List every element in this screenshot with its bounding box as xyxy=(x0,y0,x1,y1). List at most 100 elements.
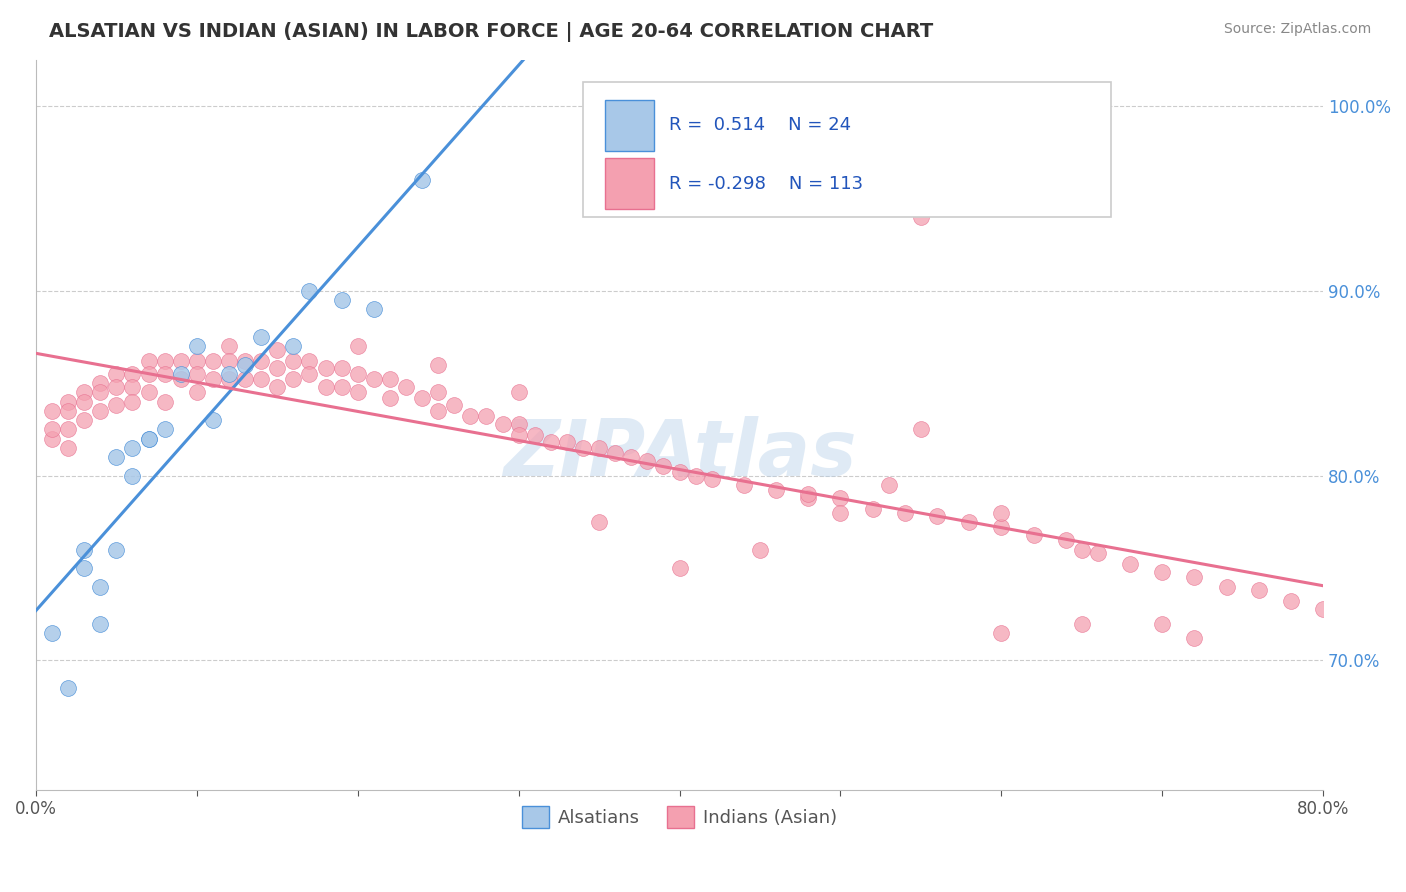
Legend: Alsatians, Indians (Asian): Alsatians, Indians (Asian) xyxy=(515,799,845,836)
Point xyxy=(700,472,723,486)
Point xyxy=(89,580,111,594)
Point xyxy=(89,376,111,391)
Point xyxy=(830,491,852,505)
Point xyxy=(620,450,643,464)
Point xyxy=(56,394,79,409)
Point xyxy=(491,417,513,431)
Point xyxy=(957,515,980,529)
Point xyxy=(266,361,288,376)
Point xyxy=(41,422,63,436)
Point xyxy=(346,367,368,381)
Point xyxy=(378,391,401,405)
Point xyxy=(540,435,562,450)
Point xyxy=(1247,583,1270,598)
Point xyxy=(138,432,160,446)
Point xyxy=(378,372,401,386)
Point xyxy=(283,339,305,353)
Point xyxy=(346,385,368,400)
Point xyxy=(233,372,256,386)
Point xyxy=(427,385,450,400)
Point xyxy=(105,450,128,464)
Point xyxy=(1184,632,1206,646)
Point xyxy=(73,394,96,409)
Point xyxy=(170,354,193,368)
Point xyxy=(1087,546,1109,560)
Point xyxy=(56,681,79,696)
Point xyxy=(685,468,707,483)
Point xyxy=(153,354,176,368)
Point xyxy=(153,367,176,381)
Point xyxy=(41,404,63,418)
Point xyxy=(1119,558,1142,572)
Point xyxy=(138,432,160,446)
Point xyxy=(73,385,96,400)
Point xyxy=(105,542,128,557)
Point xyxy=(89,616,111,631)
Point xyxy=(990,520,1012,534)
Point xyxy=(186,367,208,381)
Point xyxy=(170,372,193,386)
Point xyxy=(201,413,224,427)
Point xyxy=(1312,601,1334,615)
Point xyxy=(749,542,772,557)
Point xyxy=(250,330,273,344)
Point xyxy=(186,354,208,368)
Point xyxy=(218,367,240,381)
Point xyxy=(636,454,658,468)
Point xyxy=(73,542,96,557)
Point xyxy=(283,354,305,368)
Point xyxy=(733,478,755,492)
Point xyxy=(1070,616,1092,631)
Point xyxy=(315,380,337,394)
Point xyxy=(201,354,224,368)
Point xyxy=(89,404,111,418)
Point xyxy=(218,372,240,386)
Point xyxy=(990,625,1012,640)
Text: ZIPAtlas: ZIPAtlas xyxy=(503,416,856,492)
Point xyxy=(555,435,578,450)
Point xyxy=(138,354,160,368)
Point xyxy=(508,428,530,442)
Point xyxy=(605,446,627,460)
Point xyxy=(89,385,111,400)
Point xyxy=(186,339,208,353)
Point xyxy=(266,380,288,394)
Point xyxy=(121,367,143,381)
Point xyxy=(363,372,385,386)
Point xyxy=(910,422,932,436)
Point xyxy=(56,441,79,455)
Point xyxy=(1279,594,1302,608)
Point xyxy=(298,367,321,381)
FancyBboxPatch shape xyxy=(583,81,1111,217)
Point xyxy=(475,409,498,424)
Point xyxy=(218,354,240,368)
Point xyxy=(105,367,128,381)
Point xyxy=(363,302,385,317)
Point xyxy=(652,459,675,474)
Text: ALSATIAN VS INDIAN (ASIAN) IN LABOR FORCE | AGE 20-64 CORRELATION CHART: ALSATIAN VS INDIAN (ASIAN) IN LABOR FORC… xyxy=(49,22,934,42)
Point xyxy=(298,284,321,298)
Point xyxy=(250,354,273,368)
Point xyxy=(41,625,63,640)
Point xyxy=(121,380,143,394)
Point xyxy=(443,398,465,412)
Point xyxy=(1184,570,1206,584)
Point xyxy=(830,506,852,520)
Point xyxy=(508,385,530,400)
Point xyxy=(153,394,176,409)
Bar xyxy=(605,158,654,210)
Point xyxy=(523,428,546,442)
Point xyxy=(266,343,288,357)
Point xyxy=(153,422,176,436)
Point xyxy=(315,361,337,376)
Point xyxy=(105,398,128,412)
Point xyxy=(411,173,433,187)
Text: Source: ZipAtlas.com: Source: ZipAtlas.com xyxy=(1223,22,1371,37)
Point xyxy=(877,478,900,492)
Point xyxy=(797,487,820,501)
Point xyxy=(765,483,787,498)
Point xyxy=(572,441,595,455)
Point xyxy=(121,468,143,483)
Point xyxy=(1152,616,1174,631)
Point xyxy=(56,422,79,436)
